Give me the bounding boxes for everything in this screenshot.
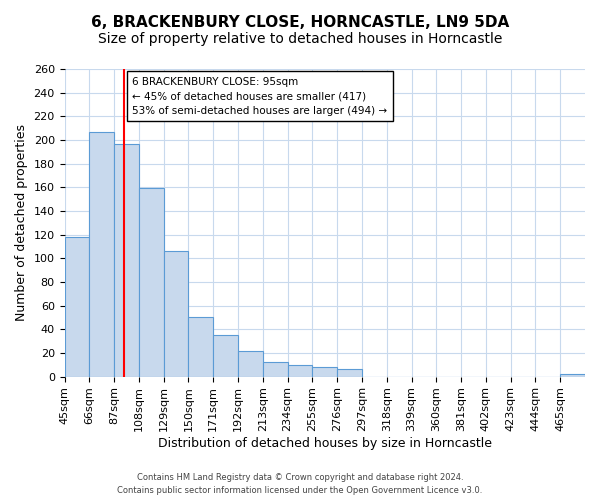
Bar bbox=[313, 367, 337, 376]
Bar bbox=[114, 144, 139, 376]
Bar bbox=[287, 365, 313, 376]
Text: Size of property relative to detached houses in Horncastle: Size of property relative to detached ho… bbox=[98, 32, 502, 46]
Bar bbox=[213, 335, 238, 376]
Bar bbox=[65, 237, 89, 376]
Y-axis label: Number of detached properties: Number of detached properties bbox=[15, 124, 28, 322]
X-axis label: Distribution of detached houses by size in Horncastle: Distribution of detached houses by size … bbox=[158, 437, 492, 450]
Bar bbox=[164, 251, 188, 376]
Bar bbox=[560, 374, 585, 376]
Bar bbox=[139, 188, 164, 376]
Text: 6 BRACKENBURY CLOSE: 95sqm
← 45% of detached houses are smaller (417)
53% of sem: 6 BRACKENBURY CLOSE: 95sqm ← 45% of deta… bbox=[132, 76, 388, 116]
Bar bbox=[263, 362, 287, 376]
Bar bbox=[89, 132, 114, 376]
Text: 6, BRACKENBURY CLOSE, HORNCASTLE, LN9 5DA: 6, BRACKENBURY CLOSE, HORNCASTLE, LN9 5D… bbox=[91, 15, 509, 30]
Text: Contains HM Land Registry data © Crown copyright and database right 2024.
Contai: Contains HM Land Registry data © Crown c… bbox=[118, 474, 482, 495]
Bar bbox=[238, 350, 263, 376]
Bar bbox=[188, 318, 213, 376]
Bar bbox=[337, 370, 362, 376]
